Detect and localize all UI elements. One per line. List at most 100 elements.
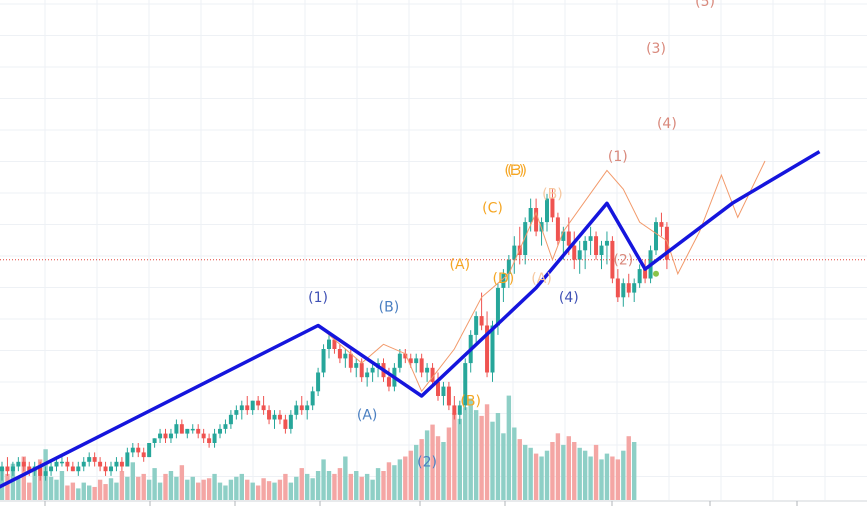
candle-body [310, 391, 315, 406]
candle-body [463, 363, 468, 406]
candle-body [545, 198, 549, 223]
volume-bar [32, 471, 37, 500]
volume-bar [103, 484, 108, 500]
volume-bar [212, 473, 217, 500]
candle-body [223, 424, 228, 429]
candle-body [234, 410, 239, 415]
candle-body [272, 414, 277, 420]
volume-bar [114, 482, 119, 500]
volume-bar [108, 478, 114, 500]
volume-bar [255, 485, 261, 500]
volume-bar [81, 482, 86, 500]
volume-bar [528, 447, 533, 500]
volume-bar [588, 456, 593, 500]
volume-bar [490, 421, 495, 500]
volume-bar [272, 482, 277, 500]
candle-body [643, 269, 648, 279]
volume-bar [550, 442, 555, 500]
candle-body [168, 433, 173, 439]
volume-bar [310, 478, 315, 500]
candle-body [490, 325, 495, 373]
signal-dot [653, 270, 659, 277]
volume-bar [185, 479, 190, 500]
candle-body [397, 353, 402, 368]
volume-bar [408, 450, 413, 500]
volume-bar [375, 468, 381, 500]
candle-body [185, 428, 190, 434]
volume-bar [65, 485, 70, 500]
candle-body [218, 428, 222, 434]
candle-body [583, 240, 588, 251]
volume-bar [577, 447, 582, 500]
candle-body [119, 461, 124, 467]
candle-body [136, 447, 141, 453]
volume-bar [277, 479, 283, 500]
wave-label: (B) [379, 299, 400, 315]
volume-bar [468, 398, 473, 500]
volume-bar [593, 444, 599, 500]
candle-body [506, 259, 511, 274]
volume-bar [523, 444, 528, 500]
candle-body [125, 452, 130, 467]
volume-bar [348, 473, 353, 500]
volume-bar [245, 479, 250, 500]
volume-bar [506, 395, 512, 500]
candle-body [430, 367, 435, 382]
volume-bar [92, 486, 97, 500]
volume-bar [168, 471, 174, 500]
candle-body [103, 466, 108, 472]
volume-bar [223, 485, 228, 500]
volume-bar [370, 479, 375, 500]
candle-body [299, 405, 304, 411]
candle-body [130, 447, 135, 453]
candle-body [654, 222, 658, 251]
candle-body [277, 414, 282, 420]
volume-bar [632, 442, 637, 500]
volume-bar [206, 478, 212, 500]
volume-bar [479, 415, 484, 500]
candle-body [256, 400, 261, 406]
volume-bar [54, 479, 59, 500]
candle-body [250, 400, 255, 411]
candle-body [190, 428, 195, 431]
volume-bar [555, 433, 561, 500]
main-wave-line[interactable] [0, 150, 821, 500]
volume-bar [610, 456, 615, 500]
candle-body [0, 466, 4, 472]
volume-bar [364, 473, 370, 500]
candle-body [446, 386, 451, 406]
wave-label: (D) [493, 271, 515, 287]
volume-bar [266, 481, 272, 500]
volume-bar [403, 456, 408, 500]
candle-body [365, 372, 370, 378]
volume-bar [441, 442, 446, 500]
candle-body [457, 405, 462, 415]
volume-bar [228, 479, 234, 500]
volume-bar [217, 482, 223, 500]
candle-body [452, 405, 457, 415]
candle-body [495, 287, 500, 326]
candle-body [414, 358, 419, 364]
candle-body [10, 466, 15, 472]
volume-bar [359, 476, 364, 500]
volume-bar [16, 478, 21, 500]
candle-body [577, 250, 582, 260]
candle-body [49, 466, 54, 472]
volume-bar [321, 459, 326, 500]
volume-bar [261, 478, 266, 500]
candle-body [348, 353, 353, 368]
wave-label: (1) [608, 149, 628, 165]
candle-body [201, 433, 206, 439]
candle-body [637, 269, 642, 284]
candle-body [425, 367, 430, 373]
candle-body [403, 353, 408, 359]
volume-bar [21, 456, 26, 500]
volume-bar [397, 459, 403, 500]
volume-bar [332, 473, 337, 500]
candle-body [561, 231, 566, 241]
wave-label: (C) [482, 201, 503, 217]
volume-bar [392, 465, 397, 500]
wave-label: (A) [450, 257, 471, 273]
volume-bar [561, 444, 566, 500]
